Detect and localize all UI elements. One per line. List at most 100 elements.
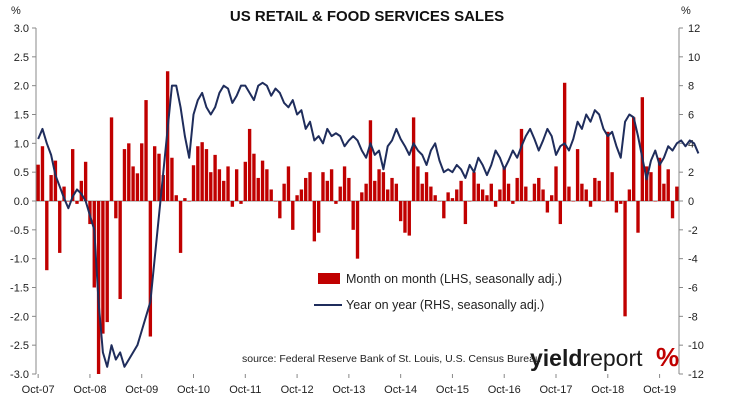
mom-bar	[334, 201, 338, 204]
left-tick-label: -1.0	[10, 254, 29, 266]
mom-bar	[424, 172, 429, 201]
mom-bar	[653, 201, 657, 202]
mom-bar	[554, 166, 558, 201]
mom-bar	[321, 172, 325, 201]
mom-bar	[597, 180, 601, 201]
mom-bar	[338, 186, 342, 201]
right-tick-label: 2	[688, 167, 694, 179]
mom-bar	[114, 201, 118, 219]
x-axis-ticks: Oct-07 Oct-08 Oct-09 Oct-10 Oct-11 Oct-12 Oct-…	[22, 374, 676, 396]
mom-bar	[580, 183, 584, 201]
x-tick-label: Oct-15	[436, 384, 469, 396]
mom-bar	[644, 166, 649, 201]
left-tick-label: -1.5	[10, 283, 29, 295]
mom-bar	[53, 160, 58, 201]
mom-bar	[161, 175, 165, 201]
mom-bar	[524, 186, 528, 201]
mom-bar	[636, 201, 640, 233]
mom-bar	[71, 149, 75, 201]
mom-bar	[79, 180, 83, 201]
mom-bar	[562, 82, 567, 201]
mom-bar	[278, 201, 282, 219]
mom-bar	[234, 169, 239, 201]
legend-label-mom: Month on month (LHS, seasonally adj.)	[346, 272, 562, 286]
mom-bar	[377, 169, 381, 201]
mom-bar	[386, 189, 390, 201]
mom-bar	[463, 201, 468, 225]
logo-word-report: report	[582, 345, 643, 371]
mom-bar	[593, 177, 597, 201]
mom-bar	[498, 189, 502, 201]
legend-swatch-mom	[318, 273, 340, 284]
mom-bar	[230, 201, 235, 207]
mom-bar	[347, 177, 351, 201]
mom-bar	[66, 201, 71, 202]
yieldreport-logo: yieldreport %	[530, 342, 679, 372]
right-tick-label: -4	[688, 254, 698, 266]
mom-bar	[567, 186, 571, 201]
mom-bar	[36, 164, 40, 201]
legend-label-yoy: Year on year (RHS, seasonally adj.)	[346, 298, 544, 312]
yoy-line	[37, 81, 700, 368]
mom-bar	[204, 149, 209, 201]
mom-bar	[502, 166, 506, 201]
mom-bar	[209, 172, 213, 201]
right-tick-label: -12	[688, 369, 704, 381]
left-tick-label: 2.5	[14, 52, 29, 64]
mom-bar	[187, 201, 191, 202]
mom-bar	[308, 172, 312, 201]
mom-bar	[610, 172, 614, 201]
right-tick-label: -6	[688, 283, 698, 295]
mom-bar	[390, 177, 394, 201]
mom-bar	[109, 117, 114, 201]
mom-bar	[632, 117, 636, 201]
mom-bar	[152, 146, 157, 201]
left-tick-label: -3.0	[10, 369, 29, 381]
mom-bar	[213, 154, 217, 201]
left-tick-label: 3.0	[14, 23, 29, 35]
chart-title: US RETAIL & FOOD SERVICES SALES	[230, 8, 504, 25]
mom-bars	[36, 71, 679, 374]
mom-bar	[575, 149, 580, 201]
mom-bar	[670, 201, 675, 219]
mom-bar	[450, 198, 455, 201]
mom-bar	[118, 201, 122, 300]
left-axis-unit: %	[11, 5, 21, 17]
x-tick-label: Oct-18	[591, 384, 624, 396]
mom-bar	[83, 161, 88, 201]
mom-bar	[437, 201, 442, 202]
x-tick-label: Oct-19	[643, 384, 676, 396]
right-tick-label: 4	[688, 138, 694, 150]
x-tick-label: Oct-13	[332, 384, 365, 396]
mom-bar	[140, 143, 144, 201]
mom-bar	[662, 183, 666, 201]
mom-bar	[127, 143, 131, 201]
mom-bar	[273, 201, 278, 202]
mom-bar	[623, 201, 627, 317]
left-tick-label: 1.5	[14, 110, 29, 122]
mom-bar	[269, 189, 273, 201]
mom-bar	[144, 100, 148, 201]
mom-bar	[493, 201, 498, 207]
mom-bar	[355, 201, 360, 259]
mom-bar	[170, 157, 174, 201]
mom-bar	[316, 201, 321, 233]
mom-bar	[411, 117, 416, 201]
mom-bar	[135, 173, 140, 201]
mom-bar	[541, 189, 545, 201]
mom-bar	[45, 201, 49, 271]
left-tick-label: -2.5	[10, 340, 29, 352]
mom-bar	[304, 177, 308, 201]
mom-bar	[584, 189, 588, 201]
mom-bar	[291, 201, 295, 230]
x-tick-label: Oct-16	[488, 384, 521, 396]
mom-bar	[528, 201, 532, 202]
mom-bar	[398, 201, 403, 222]
mom-bar	[131, 166, 135, 201]
mom-bar	[515, 177, 519, 201]
mom-bar	[105, 201, 109, 323]
left-tick-label: -2.0	[10, 311, 29, 323]
mom-bar	[200, 142, 204, 201]
mom-bar	[256, 177, 260, 201]
mom-bar	[260, 160, 265, 201]
